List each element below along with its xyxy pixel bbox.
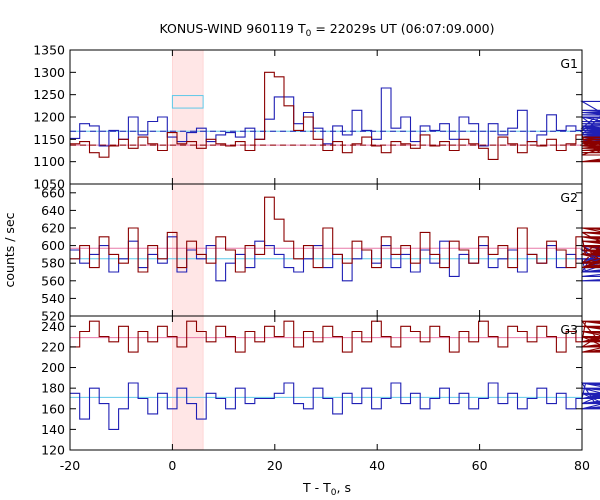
burst-box-g1 bbox=[171, 95, 204, 109]
panel-label-g1: G1 bbox=[560, 56, 578, 71]
y-tick-label: 600 bbox=[41, 238, 65, 253]
y-tick-label: 520 bbox=[41, 309, 65, 324]
y-axis-label: counts / sec bbox=[2, 212, 17, 287]
y-tick-label: 120 bbox=[41, 443, 65, 458]
series-g2-red bbox=[70, 196, 600, 273]
series-g2-blue bbox=[70, 236, 600, 282]
y-tick-label: 240 bbox=[41, 319, 65, 334]
panel-frame-g3 bbox=[69, 315, 583, 451]
x-tick-label: -20 bbox=[60, 458, 80, 473]
y-tick-label: 1200 bbox=[33, 110, 65, 125]
y-tick-label: 660 bbox=[41, 185, 65, 200]
y-tick-label: 160 bbox=[41, 401, 65, 416]
y-tick-label: 1350 bbox=[33, 43, 65, 58]
x-tick-label: 0 bbox=[168, 458, 176, 473]
y-tick-label: 220 bbox=[41, 339, 65, 354]
chart-title: KONUS-WIND 960119 T0 = 22029s UT (06:07:… bbox=[159, 21, 494, 39]
series-g3-red bbox=[70, 320, 600, 353]
y-tick-label: 620 bbox=[41, 221, 65, 236]
y-tick-label: 580 bbox=[41, 256, 65, 271]
series-g1-red bbox=[70, 71, 600, 163]
series-g1-blue bbox=[70, 87, 600, 147]
y-tick-label: 540 bbox=[41, 291, 65, 306]
y-tick-label: 560 bbox=[41, 273, 65, 288]
y-tick-label: 1150 bbox=[33, 132, 65, 147]
series-g3-blue bbox=[70, 382, 600, 430]
x-tick-label: 60 bbox=[472, 458, 488, 473]
y-tick-label: 1300 bbox=[33, 65, 65, 80]
x-axis-label: T - T0, s bbox=[302, 480, 351, 498]
y-tick-label: 140 bbox=[41, 422, 65, 437]
y-tick-label: 1050 bbox=[33, 177, 65, 192]
x-tick-label: 20 bbox=[267, 458, 283, 473]
panel-label-g2: G2 bbox=[560, 190, 578, 205]
panel-label-g3: G3 bbox=[560, 322, 578, 337]
x-tick-label: 80 bbox=[574, 458, 590, 473]
y-tick-label: 180 bbox=[41, 381, 65, 396]
x-tick-label: 40 bbox=[369, 458, 385, 473]
y-tick-label: 640 bbox=[41, 203, 65, 218]
y-tick-label: 200 bbox=[41, 360, 65, 375]
y-tick-label: 1250 bbox=[33, 87, 65, 102]
y-tick-label: 1100 bbox=[33, 154, 65, 169]
